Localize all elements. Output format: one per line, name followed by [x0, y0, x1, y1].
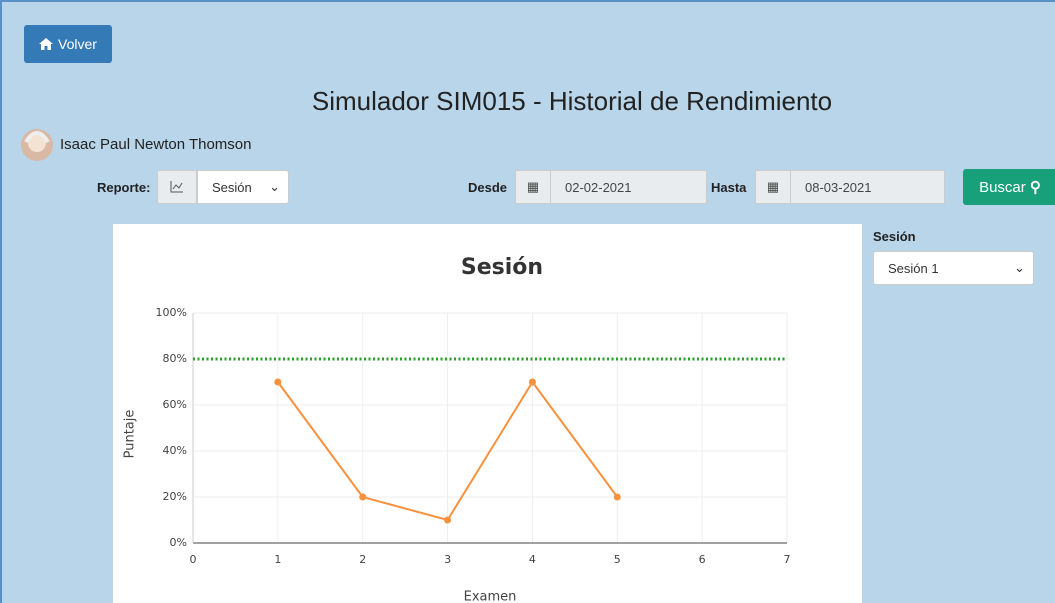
data-point	[274, 379, 281, 386]
y-tick-label: 40%	[163, 444, 187, 457]
from-value: 02-02-2021	[565, 180, 632, 195]
y-axis-label: Puntaje	[123, 410, 138, 459]
y-tick-label: 60%	[163, 398, 187, 411]
data-point	[529, 379, 536, 386]
session-value: Sesión 1	[888, 261, 939, 276]
from-input[interactable]: 02-02-2021	[550, 170, 707, 204]
report-value: Sesión	[212, 180, 252, 195]
y-tick-label: 100%	[156, 306, 187, 319]
calendar-icon: ▦	[755, 170, 791, 204]
x-tick-label: 2	[359, 553, 366, 566]
session-label: Sesión	[873, 229, 916, 244]
chart-glyph	[170, 181, 184, 193]
to-input[interactable]: 08-03-2021	[790, 170, 945, 204]
to-label: Hasta	[711, 180, 746, 195]
session-select[interactable]: Sesión 1 ⌄	[873, 251, 1034, 285]
chart-title: Sesión	[461, 255, 543, 280]
x-tick-label: 5	[614, 553, 621, 566]
chart: Sesión Examen Puntaje 0% 20% 40% 60% 80% 100%…	[113, 224, 862, 603]
search-label: Buscar	[979, 179, 1026, 196]
y-tick-label: 20%	[163, 490, 187, 503]
report-select[interactable]: Sesión ⌄	[197, 170, 289, 204]
back-button[interactable]: Volver	[24, 25, 112, 63]
from-label: Desde	[468, 180, 507, 195]
x-tick-label: 0	[190, 553, 197, 566]
home-icon	[39, 38, 53, 50]
caret: ⌄	[1014, 260, 1025, 276]
y-tick-label: 80%	[163, 352, 187, 365]
x-tick-label: 4	[529, 553, 536, 566]
x-tick-label: 6	[699, 553, 706, 566]
calendar-icon: ▦	[515, 170, 551, 204]
page: Volver Simulador SIM015 - Historial de R…	[0, 0, 1055, 603]
x-axis-label: Examen	[464, 590, 517, 603]
x-tick-label: 3	[444, 553, 451, 566]
caret: ⌄	[269, 179, 280, 195]
page-title: Simulador SIM015 - Historial de Rendimie…	[2, 86, 1055, 117]
search-icon: ⚲	[1030, 178, 1041, 196]
to-value: 08-03-2021	[805, 180, 872, 195]
data-point	[614, 494, 621, 501]
user-name: Isaac Paul Newton Thomson	[60, 136, 252, 153]
x-tick-label: 1	[274, 553, 281, 566]
x-tick-label: 7	[784, 553, 791, 566]
report-label: Reporte:	[97, 180, 150, 195]
data-point	[359, 494, 366, 501]
search-button[interactable]: Buscar ⚲	[963, 169, 1055, 205]
data-point	[444, 517, 451, 524]
avatar	[20, 128, 54, 162]
y-tick-label: 0%	[170, 536, 187, 549]
chart-icon	[157, 170, 197, 204]
back-label: Volver	[58, 36, 97, 52]
